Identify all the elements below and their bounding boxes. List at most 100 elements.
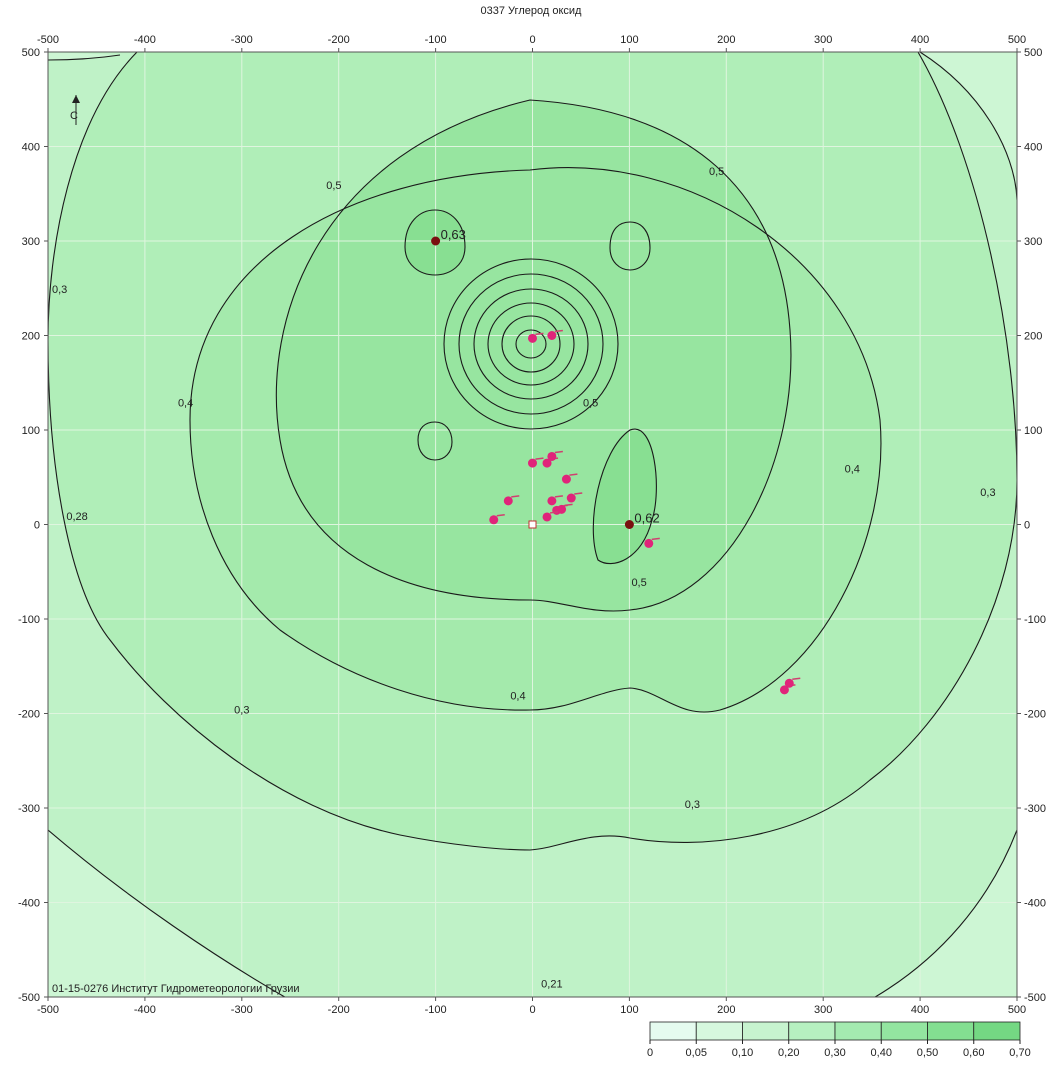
legend-label: 0,30	[824, 1047, 845, 1059]
max-point-label: 0,62	[634, 511, 659, 526]
y-tick-label-left: -400	[18, 898, 40, 910]
legend-swatch	[742, 1021, 790, 1041]
x-tick-label-top: 100	[620, 34, 638, 46]
center-square-icon	[528, 520, 537, 529]
y-tick-label-right: 500	[1024, 47, 1042, 59]
emission-source-dot	[528, 458, 537, 468]
emission-source-dot	[547, 451, 557, 461]
emission-source-tick	[554, 329, 563, 333]
emission-source-tick	[511, 495, 520, 498]
x-tick-label-bottom: -500	[37, 1004, 59, 1016]
emission-source-dot	[503, 496, 513, 506]
contour-ring-1	[443, 258, 619, 430]
max-point-dot	[431, 236, 441, 246]
x-tick-label-bottom: 400	[911, 1004, 929, 1016]
legend-swatch	[649, 1021, 697, 1041]
legend-swatch	[880, 1021, 928, 1041]
x-tick-label-bottom: -300	[231, 1004, 253, 1016]
contour-label: 0,5	[709, 166, 724, 178]
legend-label: 0,70	[1009, 1047, 1030, 1059]
emission-source-dot	[547, 331, 557, 340]
emission-source-dot	[644, 538, 654, 548]
legend-swatch	[973, 1021, 1021, 1041]
x-tick-label-top: 0	[529, 34, 535, 46]
legend-label: 0,60	[963, 1047, 984, 1059]
x-tick-label-bottom: 300	[814, 1004, 832, 1016]
emission-source-dot	[557, 504, 567, 514]
legend-label: 0,20	[778, 1047, 799, 1059]
y-tick-label-left: -100	[18, 614, 40, 626]
x-tick-label-top: 400	[911, 34, 929, 46]
y-tick-label-left: 200	[22, 331, 40, 343]
legend-label: 0,50	[917, 1047, 938, 1059]
contour-label: 0,3	[685, 799, 700, 811]
contour-label: 0,28	[66, 511, 87, 523]
contour-0.21-lower-left	[48, 829, 286, 997]
contour-0.21-upper-left	[48, 54, 121, 61]
emission-source-dot	[566, 493, 576, 503]
emission-source-tick	[535, 457, 544, 460]
max-point-label: 0,63	[441, 227, 466, 242]
emission-source-tick	[535, 332, 544, 336]
contour-0.21-upper-right	[919, 52, 1017, 201]
legend-scale: 0 0,05 0,10 0,20 0,30 0,40 0,50 0,60 0,70	[647, 1021, 1031, 1059]
x-tick-label-top: -500	[37, 34, 59, 46]
contour-label: 0,4	[510, 690, 525, 702]
contour-ring-2	[458, 273, 604, 415]
contour-label: 0,21	[541, 979, 562, 991]
axis-ticks: -500 -500 -400 -400 -300 -300 -200 -200 -100 -100…	[18, 34, 1046, 1016]
emission-source-tick	[564, 503, 573, 507]
x-tick-label-top: -100	[425, 34, 447, 46]
emission-source-tick	[792, 677, 801, 681]
legend-swatch	[927, 1021, 975, 1041]
contour-label: 0,5	[583, 397, 598, 409]
x-tick-label-top: -400	[134, 34, 156, 46]
contour-ring-6	[515, 329, 547, 359]
x-tick-label-top: 500	[1008, 34, 1026, 46]
svg-text:C: C	[70, 110, 78, 122]
emission-source-dot	[561, 474, 571, 484]
x-tick-label-bottom: 0	[529, 1004, 535, 1016]
x-tick-label-top: -200	[328, 34, 350, 46]
contour-label: 0,5	[326, 180, 341, 192]
emission-source-dot	[784, 678, 794, 688]
emission-source-dot	[542, 458, 552, 468]
y-tick-label-right: -100	[1024, 614, 1046, 626]
legend-label: 0,40	[871, 1047, 892, 1059]
y-tick-label-left: 500	[22, 47, 40, 59]
x-tick-label-bottom: 500	[1008, 1004, 1026, 1016]
emission-source-dot	[528, 333, 537, 343]
y-tick-label-right: 400	[1024, 142, 1042, 154]
y-tick-label-right: 0	[1024, 520, 1030, 532]
x-tick-label-top: 200	[717, 34, 735, 46]
x-tick-label-top: 300	[814, 34, 832, 46]
contour-ring-4	[487, 302, 575, 386]
emission-source-tick	[549, 511, 559, 514]
emission-source-tick	[569, 473, 578, 476]
contour-0.5	[275, 99, 792, 612]
emission-source-dot	[542, 512, 552, 522]
contour-label: 0,3	[980, 487, 995, 499]
max-points: 0,63 0,62	[431, 227, 660, 529]
y-tick-label-left: 100	[22, 425, 40, 437]
emission-source-tick	[574, 492, 583, 495]
y-tick-label-right: -400	[1024, 898, 1046, 910]
contour-0.4	[189, 167, 882, 713]
contour-label: 0,5	[631, 577, 646, 589]
emission-source-tick	[496, 514, 505, 517]
y-tick-label-right: 300	[1024, 236, 1042, 248]
contour-labels: 0,5 0,5 0,3 0,4 0,5 0,4 0,3 0,5 0,4 0,3 0,3 0,28 0,2…	[52, 166, 996, 991]
emission-source-tick	[651, 537, 660, 541]
y-tick-label-left: -300	[18, 803, 40, 815]
contour-label: 0,4	[845, 464, 860, 476]
emission-source-tick	[554, 450, 563, 454]
y-tick-label-left: -200	[18, 709, 40, 721]
legend-label: 0,05	[686, 1047, 707, 1059]
contour-0.6-east	[592, 428, 657, 565]
x-tick-label-bottom: -400	[134, 1004, 156, 1016]
emission-source-dot	[547, 496, 557, 506]
y-tick-label-right: 200	[1024, 331, 1042, 343]
contour-label: 0,3	[234, 705, 249, 717]
max-point-dot	[624, 520, 634, 529]
